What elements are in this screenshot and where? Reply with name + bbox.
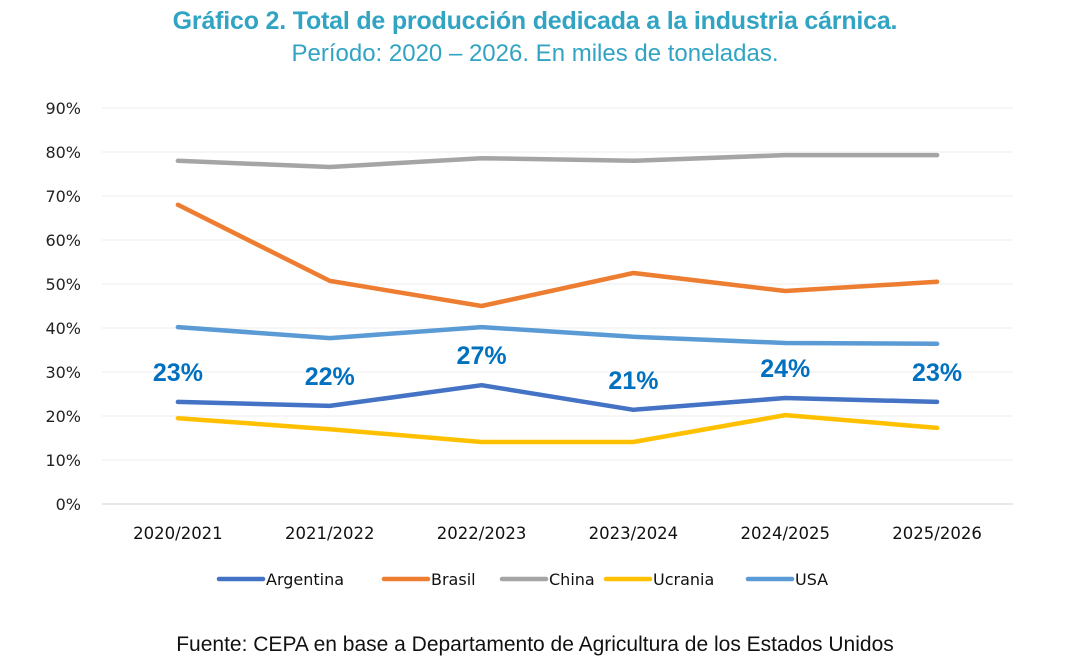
x-tick-label: 2020/2021 (133, 524, 223, 543)
legend: Argentina Brasil China Ucrania USA (216, 570, 828, 589)
data-label: 22% (305, 363, 355, 391)
x-tick-label: 2023/2024 (589, 524, 679, 543)
y-tick-label: 70% (45, 187, 81, 206)
y-tick-label: 0% (56, 495, 81, 514)
y-tick-label: 20% (45, 407, 81, 426)
y-tick-label: 80% (45, 143, 81, 162)
x-tick-label: 2022/2023 (437, 524, 527, 543)
legend-label: Brasil (431, 570, 476, 589)
x-tick-label: 2025/2026 (892, 524, 982, 543)
y-tick-label: 30% (45, 363, 81, 382)
legend-item-china: China (499, 570, 595, 589)
y-tick-label: 50% (45, 275, 81, 294)
series-line-usa (175, 324, 940, 347)
legend-item-brasil: Brasil (381, 570, 476, 589)
x-tick-label: 2024/2025 (740, 524, 830, 543)
y-tick-label: 10% (45, 451, 81, 470)
y-tick-label: 40% (45, 319, 81, 338)
legend-item-usa: USA (745, 570, 828, 589)
legend-label: Ucrania (653, 570, 714, 589)
series-line-argentina (175, 382, 940, 413)
x-axis-ticks: 2020/2021 2021/2022 2022/2023 2023/2024 2024… (133, 524, 982, 543)
data-label: 24% (760, 355, 810, 383)
series-lines (175, 152, 940, 445)
series-line-brasil (175, 202, 940, 309)
legend-label: China (549, 570, 595, 589)
y-axis-ticks: 0% 10% 20% 30% 40% 50% 60% 70% 80% 90% (45, 99, 81, 514)
data-label: 23% (912, 359, 962, 387)
y-tick-label: 60% (45, 231, 81, 250)
legend-label: Argentina (266, 570, 344, 589)
gridlines (102, 107, 1013, 505)
chart-title: Gráfico 2. Total de producción dedicada … (172, 7, 898, 35)
series-line-china (175, 152, 940, 170)
data-labels: 23% 22% 27% 21% 24% 23% (153, 342, 962, 395)
legend-item-ucrania: Ucrania (603, 570, 714, 589)
legend-label: USA (795, 570, 828, 589)
data-label: 23% (153, 359, 203, 387)
legend-item-argentina: Argentina (216, 570, 344, 589)
data-label: 27% (457, 342, 507, 370)
source-note: Fuente: CEPA en base a Departamento de A… (176, 633, 894, 656)
x-tick-label: 2021/2022 (285, 524, 375, 543)
chart-subtitle: Período: 2020 – 2026. En miles de tonela… (291, 40, 779, 67)
series-line-ucrania (175, 412, 940, 445)
data-label: 21% (608, 367, 658, 395)
y-tick-label: 90% (45, 99, 81, 118)
